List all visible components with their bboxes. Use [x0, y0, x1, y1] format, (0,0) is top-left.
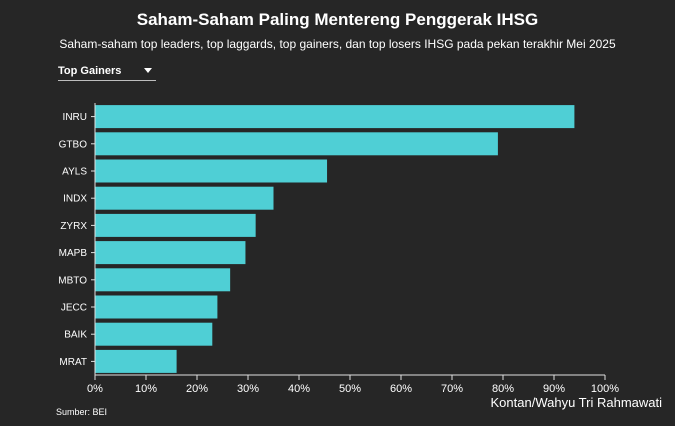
bar-mapb[interactable] [95, 241, 246, 265]
category-label: ZYRX [60, 221, 87, 232]
bar-jecc[interactable] [95, 295, 218, 319]
category-label: INDX [63, 194, 87, 205]
category-label: GTBO [59, 139, 88, 150]
chart-subtitle: Saham-saham top leaders, top laggards, t… [59, 37, 616, 51]
x-tick-label: 0% [87, 383, 103, 395]
source-note: Sumber: BEI [56, 407, 108, 417]
category-labels-group: INRU GTBO AYLS INDX ZYRX MAPB MBTO JECC BAIK MRAT [58, 103, 96, 375]
category-label: MRAT [59, 357, 87, 368]
bar-baik[interactable] [95, 322, 213, 346]
category-label: MAPB [59, 248, 88, 259]
category-label: JECC [61, 303, 87, 314]
category-dropdown[interactable]: Top Gainers [58, 63, 156, 81]
category-label: BAIK [64, 330, 87, 341]
bar-inru[interactable] [95, 105, 575, 129]
category-label: INRU [63, 112, 87, 123]
bars-group [95, 105, 575, 373]
caret-down-icon [144, 68, 152, 73]
x-tick-label: 50% [339, 383, 361, 395]
x-tick-label: 100% [591, 383, 619, 395]
bar-zyrx[interactable] [95, 213, 256, 237]
x-tick-label: 40% [288, 383, 310, 395]
bar-indx[interactable] [95, 186, 274, 210]
x-axis: 0% 10% 20% 30% 40% 50% 60% 70% 80% 90% 100% [87, 374, 619, 395]
x-tick-label: 60% [390, 383, 412, 395]
bar-ayls[interactable] [95, 159, 328, 183]
x-tick-label: 30% [237, 383, 259, 395]
x-tick-label: 10% [135, 383, 157, 395]
x-tick-label: 90% [543, 383, 565, 395]
bar-mbto[interactable] [95, 268, 231, 292]
category-label: MBTO [58, 275, 87, 286]
credit-note: Kontan/Wahyu Tri Rahmawati [490, 395, 662, 410]
x-tick-label: 70% [441, 383, 463, 395]
dropdown-selected-value: Top Gainers [58, 65, 122, 77]
chart-title: Saham-Saham Paling Mentereng Penggerak I… [136, 10, 539, 29]
x-tick-label: 20% [186, 383, 208, 395]
x-tick-label: 80% [492, 383, 514, 395]
bar-mrat[interactable] [95, 349, 177, 373]
category-label: AYLS [62, 167, 87, 178]
bar-gtbo[interactable] [95, 132, 498, 156]
